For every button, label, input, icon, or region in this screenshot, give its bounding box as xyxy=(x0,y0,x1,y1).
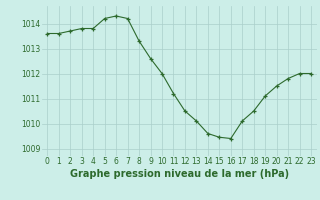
X-axis label: Graphe pression niveau de la mer (hPa): Graphe pression niveau de la mer (hPa) xyxy=(70,169,289,179)
